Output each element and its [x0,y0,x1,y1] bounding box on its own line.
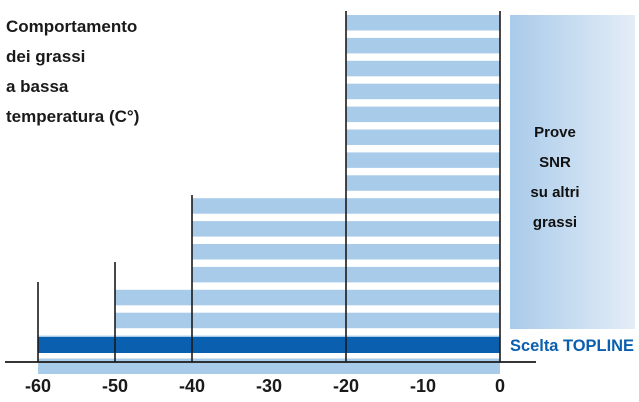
panel-label-line-1: Prove [534,124,576,141]
panel-label-line-2: SNR [539,154,571,171]
x-tick-label-6: -10 [410,376,436,396]
x-tick-label-5: -20 [333,376,359,396]
x-tick-label-7: 0 [495,376,505,396]
x-tick-label-1: -60 [25,376,51,396]
topline-label: Scelta TOPLINE [510,336,634,355]
title-line-2: dei grassi [6,47,86,66]
title-line-1: Comportamento [6,17,138,36]
x-tick-label-4: -30 [256,376,282,396]
light-bar-14 [346,60,500,77]
light-bar-9 [346,175,500,191]
title-line-4: temperatura (C°) [6,107,140,126]
light-bar-3 [115,312,500,329]
topline-bar [38,337,500,353]
x-tick-label-2: -50 [102,376,128,396]
x-tick-label-3: -40 [179,376,205,396]
chart-title: Comportamento dei grassi a bassa tempera… [6,12,139,132]
light-bar-1 [38,358,500,374]
panel-label-line-4: grassi [533,214,577,231]
light-bar-13 [346,83,500,100]
title-line-3: a bassa [6,77,69,96]
panel-label-line-3: su altri [530,184,579,201]
light-bar-16 [346,15,500,31]
light-bar-11 [346,129,500,145]
light-bar-12 [346,106,500,123]
series-label-panel [510,15,635,329]
light-bar-15 [346,37,500,54]
light-bar-4 [115,289,500,306]
light-bar-10 [346,152,500,168]
